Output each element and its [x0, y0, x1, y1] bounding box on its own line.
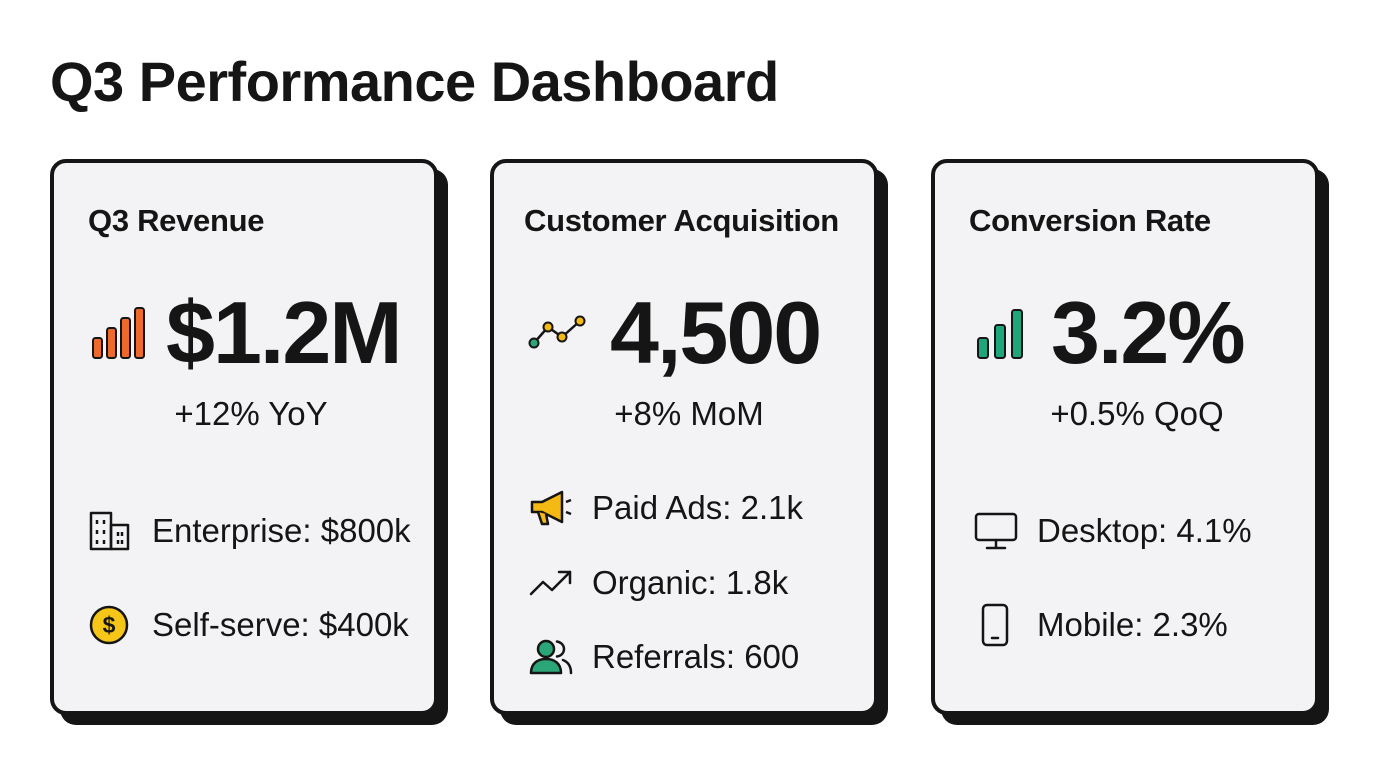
dollar-coin-icon: $ — [88, 603, 134, 647]
megaphone-icon — [528, 486, 574, 530]
conversion-rate-card: Conversion Rate 3.2% +0.5% QoQ Desktop — [931, 159, 1319, 715]
metric-change: +8% MoM — [614, 395, 764, 432]
building-icon — [88, 509, 134, 553]
breakdown-label: Paid Ads: 2.1k — [592, 489, 803, 526]
breakdown-item: Desktop: 4.1% — [973, 509, 1252, 553]
trending-up-icon — [528, 561, 574, 605]
metric-change: +12% YoY — [174, 395, 328, 432]
customer-acquisition-card: Customer Acquisition 4,500 +8% MoM — [490, 159, 878, 715]
metric-value: 4,500 — [610, 283, 822, 382]
users-icon — [528, 635, 574, 679]
card-title: Customer Acquisition — [524, 203, 839, 238]
metric-row: $1.2M — [88, 283, 403, 382]
breakdown-item: Paid Ads: 2.1k — [528, 486, 803, 530]
card-title: Q3 Revenue — [88, 203, 265, 238]
breakdown-label: Desktop: 4.1% — [1037, 512, 1252, 549]
svg-text:$: $ — [103, 612, 116, 638]
metric-value: 3.2% — [1051, 283, 1246, 382]
page-title: Q3 Performance Dashboard — [50, 50, 779, 113]
breakdown-label: Referrals: 600 — [592, 638, 800, 675]
metric-value: $1.2M — [166, 283, 403, 382]
metric-row: 3.2% — [973, 283, 1246, 382]
breakdown-item: $ Self-serve: $400k — [88, 603, 409, 647]
desktop-icon — [973, 509, 1019, 553]
revenue-card: Q3 Revenue $1.2M +12% YoY — [50, 159, 438, 715]
line-chart-icon — [528, 303, 592, 363]
breakdown-label: Enterprise: $800k — [152, 512, 411, 549]
mobile-icon — [973, 603, 1019, 647]
breakdown-item: Referrals: 600 — [528, 635, 799, 679]
bar-chart-icon — [973, 303, 1033, 363]
breakdown-item: Mobile: 2.3% — [973, 603, 1228, 647]
metric-row: 4,500 — [528, 283, 822, 382]
metric-change: +0.5% QoQ — [1050, 395, 1224, 432]
breakdown-label: Mobile: 2.3% — [1037, 606, 1228, 643]
breakdown-label: Self-serve: $400k — [152, 606, 409, 643]
bar-chart-icon — [88, 303, 148, 363]
breakdown-label: Organic: 1.8k — [592, 564, 789, 601]
breakdown-item: Enterprise: $800k — [88, 509, 411, 553]
breakdown-item: Organic: 1.8k — [528, 561, 788, 605]
card-title: Conversion Rate — [969, 203, 1211, 238]
